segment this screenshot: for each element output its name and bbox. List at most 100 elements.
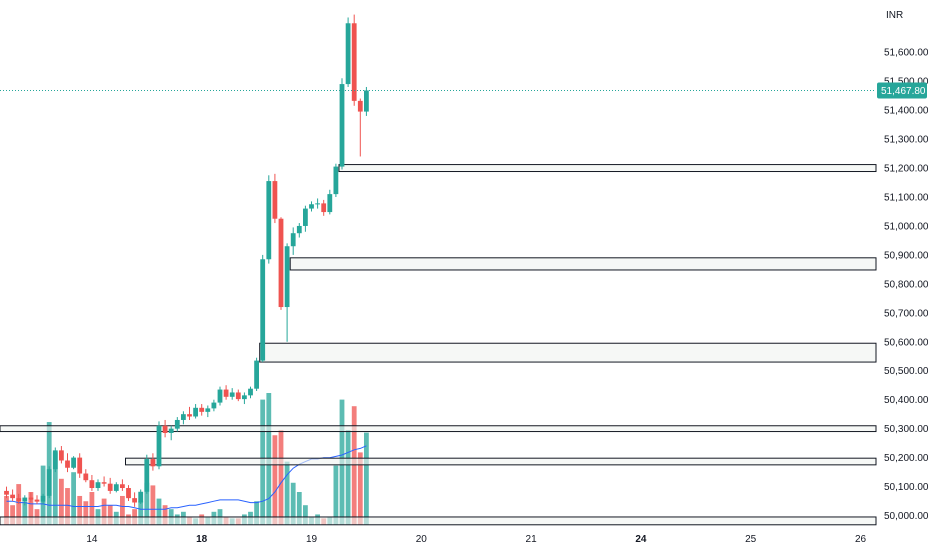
candle-body[interactable] <box>162 425 168 433</box>
price-tick-label: 51,600.00 <box>884 48 929 59</box>
candle-body[interactable] <box>364 90 369 112</box>
candle-body[interactable] <box>339 84 345 167</box>
candle-body[interactable] <box>113 484 119 491</box>
candle-body[interactable] <box>205 408 211 412</box>
candle-body[interactable] <box>28 497 34 500</box>
candle-body[interactable] <box>217 389 223 403</box>
volume-bar <box>357 452 363 525</box>
candle-body[interactable] <box>52 450 58 470</box>
candle-body[interactable] <box>309 204 314 209</box>
candle-body[interactable] <box>65 460 70 468</box>
candle-body[interactable] <box>71 457 76 468</box>
candle-body[interactable] <box>181 414 186 420</box>
candle-body[interactable] <box>278 218 284 308</box>
volume-bar <box>351 406 357 525</box>
candle-body[interactable] <box>290 233 296 247</box>
candle-body[interactable] <box>59 450 64 461</box>
candle-body[interactable] <box>345 23 351 85</box>
price-tick-label: 51,200.00 <box>884 164 929 175</box>
candle-body[interactable] <box>357 100 363 112</box>
time-tick-label: 25 <box>745 534 757 545</box>
price-tick-label: 51,500.00 <box>884 77 929 88</box>
candle-body[interactable] <box>22 497 28 502</box>
volume-bar <box>101 498 107 525</box>
candle-body[interactable] <box>229 392 235 397</box>
candle-body[interactable] <box>89 480 95 489</box>
zone-box[interactable] <box>125 457 877 466</box>
zone-box[interactable] <box>338 164 877 173</box>
candle-body[interactable] <box>327 194 333 213</box>
candle-body[interactable] <box>303 208 308 226</box>
candle-body[interactable] <box>83 473 89 481</box>
candle-body[interactable] <box>16 498 22 502</box>
last-price-label: 51,467.80 <box>881 86 926 97</box>
candle-body[interactable] <box>284 246 290 308</box>
currency-label: INR <box>886 10 903 21</box>
candle-body[interactable] <box>46 469 52 496</box>
volume-bar <box>364 432 369 525</box>
volume-bar <box>296 492 302 525</box>
candle-body[interactable] <box>156 425 162 467</box>
candle-body[interactable] <box>10 494 15 499</box>
candle-body[interactable] <box>315 203 320 205</box>
zone-box[interactable] <box>289 257 877 271</box>
candle-body[interactable] <box>351 23 357 101</box>
zone-box[interactable] <box>0 516 877 526</box>
last-price-tag <box>877 82 927 99</box>
candle-body[interactable] <box>101 482 107 484</box>
candle-body[interactable] <box>254 360 259 389</box>
candle-body[interactable] <box>174 419 180 429</box>
candle-body[interactable] <box>40 495 46 502</box>
candle-body[interactable] <box>144 459 150 492</box>
candle-body[interactable] <box>138 491 144 503</box>
candle-body[interactable] <box>199 407 205 412</box>
candle-body[interactable] <box>260 259 266 361</box>
volume-bar <box>144 482 150 525</box>
candle-body[interactable] <box>120 484 125 489</box>
volume-bar <box>303 505 308 525</box>
price-tick-label: 50,100.00 <box>884 482 929 493</box>
candle-body[interactable] <box>34 499 40 502</box>
price-tick-label: 50,000.00 <box>884 511 929 522</box>
volume-bar <box>65 488 70 525</box>
candle-body[interactable] <box>296 225 302 234</box>
zone-box[interactable] <box>0 425 877 433</box>
candle-body[interactable] <box>95 482 101 489</box>
candle-body[interactable] <box>242 395 247 400</box>
volume-bar <box>4 495 9 525</box>
volume-bar <box>59 478 64 525</box>
candle-body[interactable] <box>126 488 131 499</box>
price-tick-label: 51,400.00 <box>884 106 929 117</box>
candle-body[interactable] <box>4 490 9 495</box>
volume-bar <box>16 484 22 525</box>
candle-body[interactable] <box>132 498 137 503</box>
time-axis[interactable]: 14 18 19 20 21 24 25 26 <box>86 534 866 545</box>
candle-body[interactable] <box>223 389 229 397</box>
time-tick-label: 26 <box>855 534 867 545</box>
price-axis[interactable]: 51,600.00 51,500.00 51,400.00 51,300.00 51,2… <box>877 48 929 522</box>
volume-bar <box>333 465 339 525</box>
price-tick-label: 50,600.00 <box>884 337 929 348</box>
candle-body[interactable] <box>168 428 174 433</box>
zone-box[interactable] <box>259 342 877 363</box>
price-tick-label: 51,100.00 <box>884 193 929 204</box>
candle-body[interactable] <box>193 407 198 417</box>
candle-body[interactable] <box>272 181 278 219</box>
time-tick-label: 21 <box>526 534 538 545</box>
candle-body[interactable] <box>248 388 253 396</box>
plot-area[interactable] <box>0 14 877 526</box>
candle-body[interactable] <box>235 392 241 400</box>
candle-body[interactable] <box>187 414 192 417</box>
candle-body[interactable] <box>266 181 272 260</box>
price-tick-label: 50,700.00 <box>884 308 929 319</box>
candle-body[interactable] <box>211 402 217 409</box>
volume-bar <box>290 482 296 525</box>
candle-body[interactable] <box>77 457 83 474</box>
candle-body[interactable] <box>150 459 156 467</box>
candle-body[interactable] <box>107 483 113 491</box>
candle-body[interactable] <box>321 203 327 213</box>
candle-body[interactable] <box>333 166 339 195</box>
volume-bar <box>272 435 278 525</box>
volume-bar <box>77 495 83 525</box>
